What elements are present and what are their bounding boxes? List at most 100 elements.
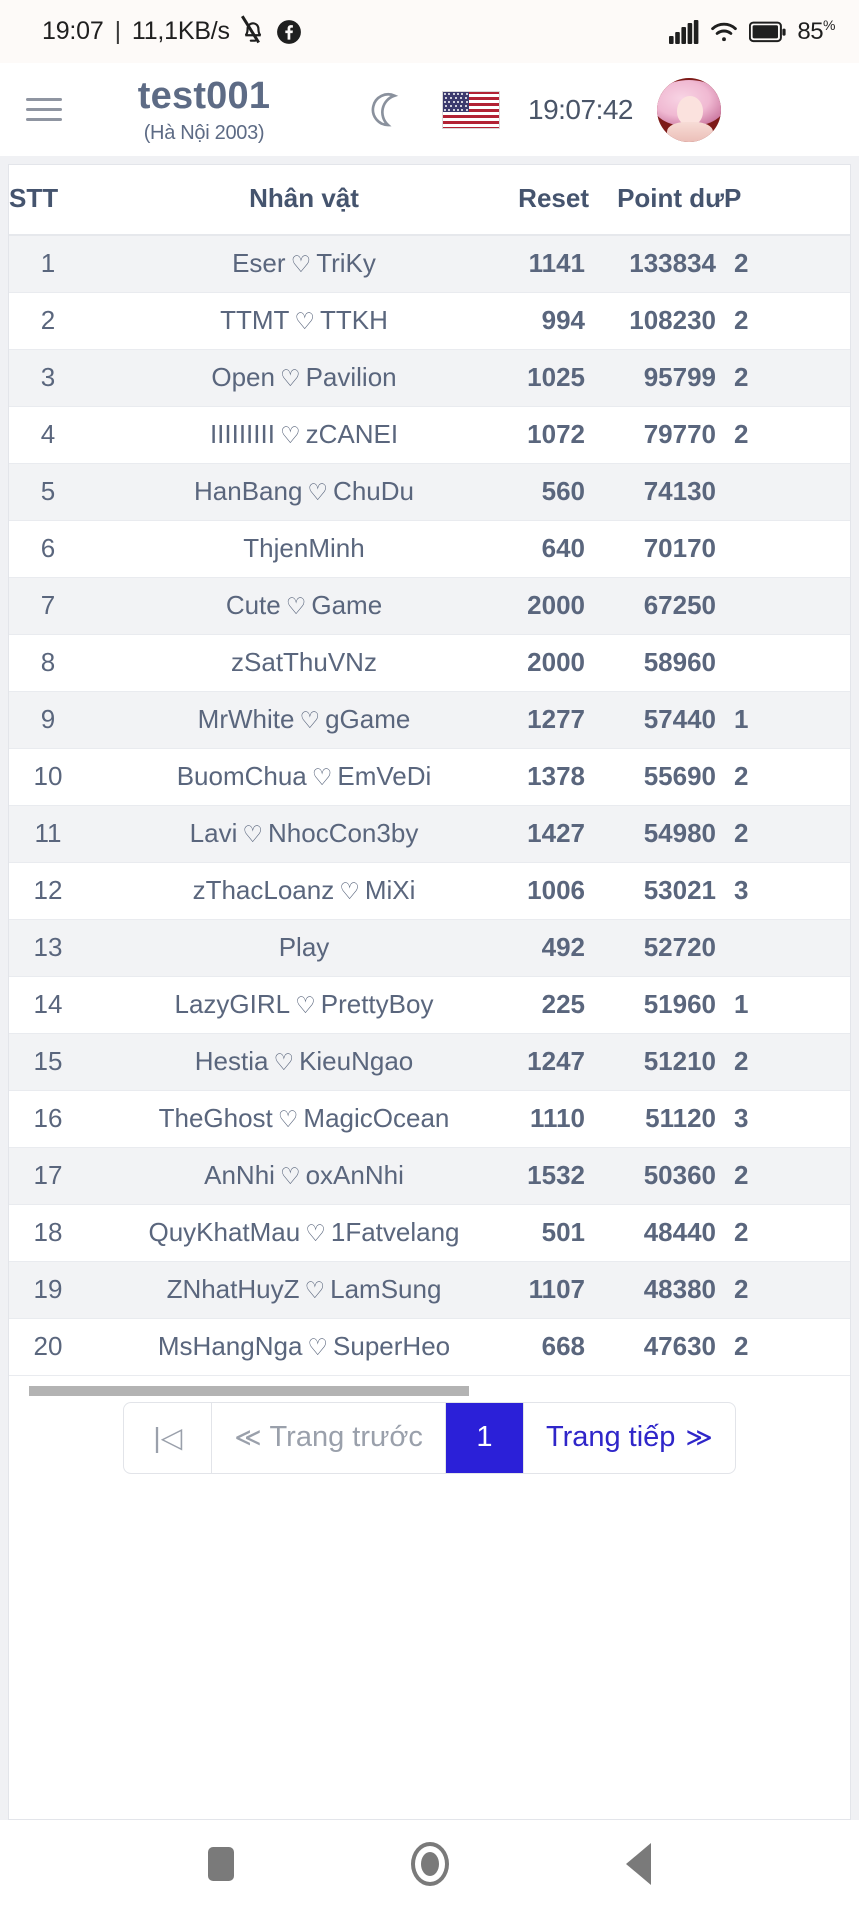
heart-icon: ♡ — [285, 593, 307, 619]
table-row[interactable]: 12 zThacLoanz ♡ MiXi 1006 53021 3 — [9, 862, 850, 920]
heart-icon: ♡ — [295, 992, 316, 1018]
cell-truncated — [724, 634, 850, 692]
table-row[interactable]: 13 Play 492 52720 — [9, 919, 850, 977]
cell-point: 51120 — [589, 1090, 724, 1148]
name-right: TriKy — [316, 248, 376, 279]
avatar[interactable] — [657, 77, 721, 142]
table-row[interactable]: 17 AnNhi ♡ oxAnNhi 1532 50360 2 — [9, 1147, 850, 1205]
table-row[interactable]: 3 Open ♡ Pavilion 1025 95799 2 — [9, 349, 850, 407]
cell-truncated: 2 — [724, 805, 850, 863]
moon-icon[interactable] — [364, 87, 410, 133]
cell-stt: 9 — [9, 691, 129, 749]
cell-character-name: MsHangNga ♡ SuperHeo — [129, 1318, 479, 1376]
cell-point: 79770 — [589, 406, 724, 464]
hamburger-line — [26, 98, 62, 101]
cell-character-name: Open ♡ Pavilion — [129, 349, 479, 407]
name-left: zSatThuVNz — [231, 647, 377, 677]
column-header-point[interactable]: Point dư — [589, 165, 724, 236]
cell-character-name: Cute ♡ Game — [129, 577, 479, 635]
table-row[interactable]: 19 ZNhatHuyZ ♡ LamSung 1107 48380 2 — [9, 1261, 850, 1319]
heart-icon: ♡ — [304, 1277, 326, 1303]
pagination-group: |◁ ≪ Trang trước 1 Trang tiếp ≫ — [123, 1401, 736, 1474]
hamburger-line — [26, 118, 62, 121]
cell-character-name: Eser ♡ TriKy — [129, 235, 479, 293]
cell-point: 53021 — [589, 862, 724, 920]
cell-truncated — [724, 520, 850, 578]
heart-icon: ♡ — [290, 251, 312, 278]
name-left: TTMT — [220, 305, 290, 335]
cell-stt: 13 — [9, 919, 129, 977]
cell-point: 47630 — [589, 1318, 724, 1376]
cell-reset: 1277 — [479, 691, 589, 749]
battery-level-value: 85 — [797, 18, 824, 45]
heart-icon: ♡ — [277, 1106, 299, 1132]
cell-character-name: Lavi ♡ NhocCon3by — [129, 805, 479, 863]
table-row[interactable]: 2 TTMT ♡ TTKH 994 108230 2 — [9, 292, 850, 350]
table-row[interactable]: 7 Cute ♡ Game 2000 67250 — [9, 577, 850, 635]
signal-bars-icon — [669, 19, 699, 44]
status-separator: | — [114, 17, 122, 45]
name-left: Play — [278, 932, 330, 962]
page-title-main: test001 — [137, 74, 271, 117]
square-recents-icon[interactable] — [208, 1847, 235, 1881]
cell-stt: 1 — [9, 235, 129, 293]
cell-point: 57440 — [589, 691, 724, 749]
first-page-button[interactable]: |◁ — [124, 1402, 213, 1473]
previous-page-button[interactable]: ≪ Trang trước — [212, 1402, 446, 1473]
next-page-button[interactable]: Trang tiếp ≫ — [524, 1403, 735, 1473]
table-row[interactable]: 1 Eser ♡ TriKy 1141 133834 2 — [9, 235, 850, 293]
triangle-back-icon[interactable] — [625, 1843, 651, 1885]
table-row[interactable]: 5 HanBang ♡ ChuDu 560 74130 — [9, 463, 850, 521]
column-header-reset[interactable]: Reset — [479, 165, 589, 236]
horizontal-scrollbar-thumb[interactable] — [29, 1385, 469, 1396]
column-header-name[interactable]: Nhân vật — [129, 165, 479, 236]
us-flag-icon[interactable] — [442, 90, 500, 129]
table-row[interactable]: 10 BuomChua ♡ EmVeDi 1378 55690 2 — [9, 748, 850, 806]
name-left: HanBang — [194, 476, 303, 506]
heart-icon: ♡ — [279, 422, 301, 448]
cell-character-name: TTMT ♡ TTKH — [129, 292, 479, 350]
pagination: |◁ ≪ Trang trước 1 Trang tiếp ≫ — [9, 1396, 850, 1474]
table-row[interactable]: 11 Lavi ♡ NhocCon3by 1427 54980 2 — [9, 805, 850, 863]
cell-character-name: Play — [129, 919, 479, 977]
table-row[interactable]: 8 zSatThuVNz 2000 58960 — [9, 634, 850, 692]
heart-icon: ♡ — [294, 308, 316, 334]
cell-point: 48440 — [589, 1204, 724, 1262]
cell-truncated — [724, 577, 850, 635]
cell-reset: 1532 — [479, 1147, 589, 1205]
cell-point: 95799 — [589, 349, 724, 407]
column-header-stt[interactable]: STT — [9, 165, 129, 236]
page-title-subtitle: (Hà Nội 2003) — [143, 121, 265, 144]
table-row[interactable]: 4 IIIIIIIII ♡ zCANEI 1072 79770 2 — [9, 406, 850, 464]
double-chevron-right-icon: ≫ — [685, 1422, 713, 1452]
previous-page-label: Trang trước — [269, 1421, 423, 1453]
table-row[interactable]: 16 TheGhost ♡ MagicOcean 1110 51120 3 — [9, 1090, 850, 1148]
name-right: 1Fatvelang — [330, 1217, 460, 1247]
horizontal-scrollbar[interactable] — [9, 1385, 850, 1396]
circle-home-icon[interactable] — [410, 1842, 449, 1886]
column-header-truncated[interactable]: P — [724, 165, 850, 236]
battery-level: 85% — [797, 17, 835, 46]
cell-point: 51960 — [589, 976, 724, 1034]
hamburger-menu-icon[interactable] — [26, 89, 68, 131]
table-row[interactable]: 9 MrWhite ♡ gGame 1277 57440 1 — [9, 691, 850, 749]
name-left: Open — [211, 362, 275, 392]
table-horizontal-scroll-area[interactable]: STT Nhân vật Reset Point dư P 1 Eser ♡ TriK… — [9, 165, 850, 1376]
cell-character-name: zThacLoanz ♡ MiXi — [129, 862, 479, 920]
cell-reset: 1107 — [479, 1261, 589, 1319]
cell-truncated: 1 — [724, 691, 850, 749]
table-row[interactable]: 18 QuyKhatMau ♡ 1Fatvelang 501 48440 2 — [9, 1204, 850, 1262]
cell-reset: 501 — [479, 1204, 589, 1262]
table-row[interactable]: 14 LazyGIRL ♡ PrettyBoy 225 51960 1 — [9, 976, 850, 1034]
table-row[interactable]: 15 Hestia ♡ KieuNgao 1247 51210 2 — [9, 1033, 850, 1091]
cell-truncated: 2 — [724, 235, 850, 293]
battery-unit: % — [823, 17, 835, 33]
cell-point: 55690 — [589, 748, 724, 806]
table-row[interactable]: 20 MsHangNga ♡ SuperHeo 668 47630 2 — [9, 1318, 850, 1376]
name-right: LamSung — [330, 1274, 442, 1304]
page-number-1[interactable]: 1 — [445, 1402, 524, 1473]
name-left: IIIIIIIII — [209, 419, 275, 449]
table-row[interactable]: 6 ThjenMinh 640 70170 — [9, 520, 850, 578]
cell-point: 54980 — [589, 805, 724, 863]
heart-icon: ♡ — [279, 365, 301, 391]
